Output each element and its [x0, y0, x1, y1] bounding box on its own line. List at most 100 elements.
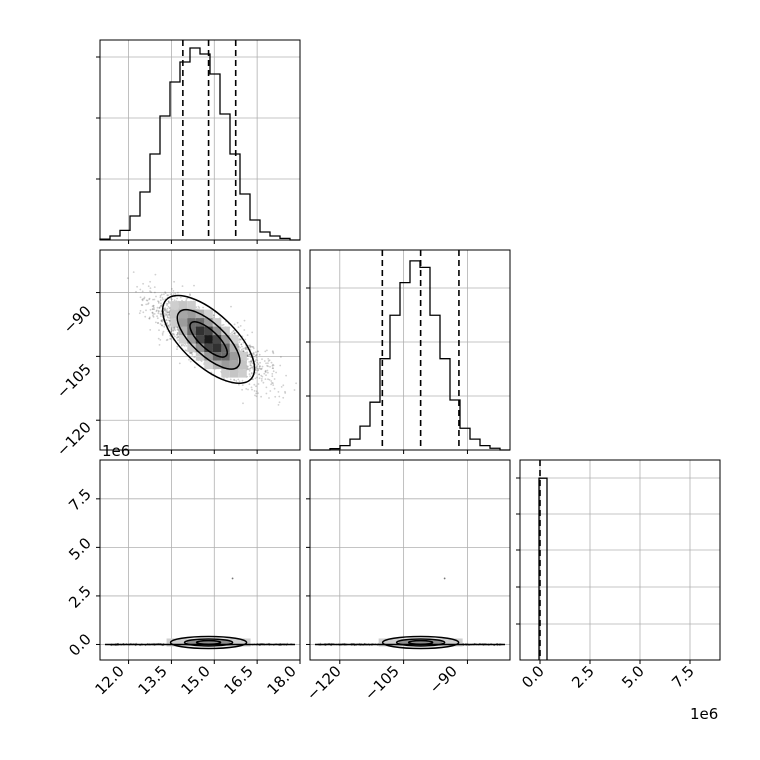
a-density-cell	[212, 335, 222, 344]
a-scatter-point	[285, 374, 287, 377]
a-density-cell	[229, 343, 239, 353]
a-scatter-point	[156, 309, 158, 312]
a-scatter-point	[274, 395, 277, 398]
a-frame	[99, 249, 301, 451]
a-scatter-point	[268, 397, 270, 399]
a-scatter-point	[158, 329, 160, 332]
a-scatter-point	[153, 298, 156, 301]
a-scatter-point	[213, 314, 215, 317]
a-scatter-point	[233, 329, 236, 332]
a-scatter-point	[256, 359, 259, 362]
a-scatter-point	[160, 315, 162, 317]
a-scatter-point	[152, 313, 155, 315]
a-density-cell	[204, 326, 213, 336]
a-scatter-point	[256, 369, 259, 372]
a-density-cell	[204, 318, 213, 327]
a-scatter-point	[173, 327, 176, 330]
a-scatter-point	[255, 358, 258, 361]
a-scatter-point	[249, 344, 251, 347]
a-scatter-point	[252, 367, 255, 370]
a-scatter-point	[177, 328, 180, 330]
a-scatter-point	[168, 307, 171, 309]
tick-label-b-y-0: 0.0	[65, 630, 95, 660]
tick-label-b-x-4: 18.0	[263, 662, 299, 698]
a-scatter-point	[159, 313, 162, 315]
a-scatter-point	[251, 372, 253, 375]
a-scatter-point	[165, 318, 168, 321]
a-scatter-point	[266, 349, 268, 352]
a-scatter-point	[176, 332, 179, 334]
a-scatter-point	[241, 384, 244, 386]
a-scatter-point	[150, 291, 153, 294]
a-scatter-point	[246, 348, 249, 351]
a-density-cell	[221, 360, 230, 370]
a-scatter-point	[238, 341, 241, 343]
a-scatter-point	[250, 372, 253, 374]
a-scatter-point	[245, 388, 248, 390]
a-scatter-point	[259, 361, 261, 364]
a-contour-2	[189, 321, 228, 358]
a-scatter-point	[180, 345, 183, 347]
a-scatter-point	[170, 330, 173, 333]
a-scatter-point	[267, 360, 270, 362]
a-scatter-point	[168, 314, 171, 317]
a-scatter-point	[161, 332, 164, 335]
a-scatter-point	[254, 354, 257, 357]
a-scatter-point	[250, 367, 252, 369]
a-scatter-point	[249, 375, 252, 378]
a-density-cell	[170, 318, 179, 327]
a-scatter-point	[237, 378, 240, 381]
a-scatter-point	[250, 360, 252, 363]
a-scatter-point	[272, 363, 274, 366]
a-scatter-point	[238, 338, 241, 340]
a-scatter-point	[248, 353, 251, 356]
a-scatter-point	[159, 296, 162, 299]
a-density-cell	[212, 326, 222, 336]
a-scatter-point	[237, 326, 240, 328]
a-scatter-point	[255, 367, 258, 370]
a-scatter-point	[252, 347, 255, 350]
a-scatter-point	[251, 331, 254, 334]
a-scatter-point	[233, 333, 236, 335]
a-density-cell	[187, 301, 196, 310]
a-scatter-point	[157, 301, 160, 303]
a-scatter-point	[148, 297, 151, 300]
a-scatter-point	[169, 337, 172, 340]
a-scatter-point	[138, 312, 141, 315]
a-scatter-point	[193, 284, 195, 287]
a-scatter-point	[165, 319, 168, 322]
a-scatter-point	[269, 365, 271, 368]
a-scatter-point	[190, 351, 193, 354]
a-scatter-point	[152, 298, 154, 301]
a-scatter-point	[267, 362, 269, 365]
a-scatter-point	[177, 326, 179, 329]
a-scatter-point	[163, 309, 166, 311]
a-density-cell	[238, 360, 247, 370]
a-scatter-point	[239, 338, 242, 341]
a-scatter-point	[270, 361, 273, 364]
a-scatter-point	[181, 285, 184, 287]
a-scatter-point	[260, 367, 263, 370]
a-scatter-point	[254, 372, 257, 374]
a-scatter-point	[172, 290, 175, 292]
a-scatter-point	[260, 378, 263, 380]
a-scatter-point	[255, 385, 257, 388]
tick-label-d-x-3: 7.5	[668, 662, 698, 692]
a-scatter-point	[167, 294, 170, 297]
a-scatter-point	[147, 303, 149, 305]
a-density-cell	[195, 326, 205, 336]
a-scatter-point	[253, 390, 256, 392]
a-scatter-point	[260, 379, 263, 382]
p2-frame	[309, 249, 511, 451]
a-scatter-point	[246, 354, 249, 357]
a-scatter-point	[222, 323, 225, 326]
a-scatter-point	[238, 348, 240, 351]
a-scatter-point	[157, 312, 160, 315]
a-scatter-point	[161, 320, 164, 323]
a-scatter-point	[250, 360, 253, 363]
a-scatter-point	[152, 304, 155, 307]
a-scatter-point	[166, 315, 169, 317]
a-scatter-point	[172, 330, 175, 332]
a-scatter-point	[254, 360, 257, 363]
